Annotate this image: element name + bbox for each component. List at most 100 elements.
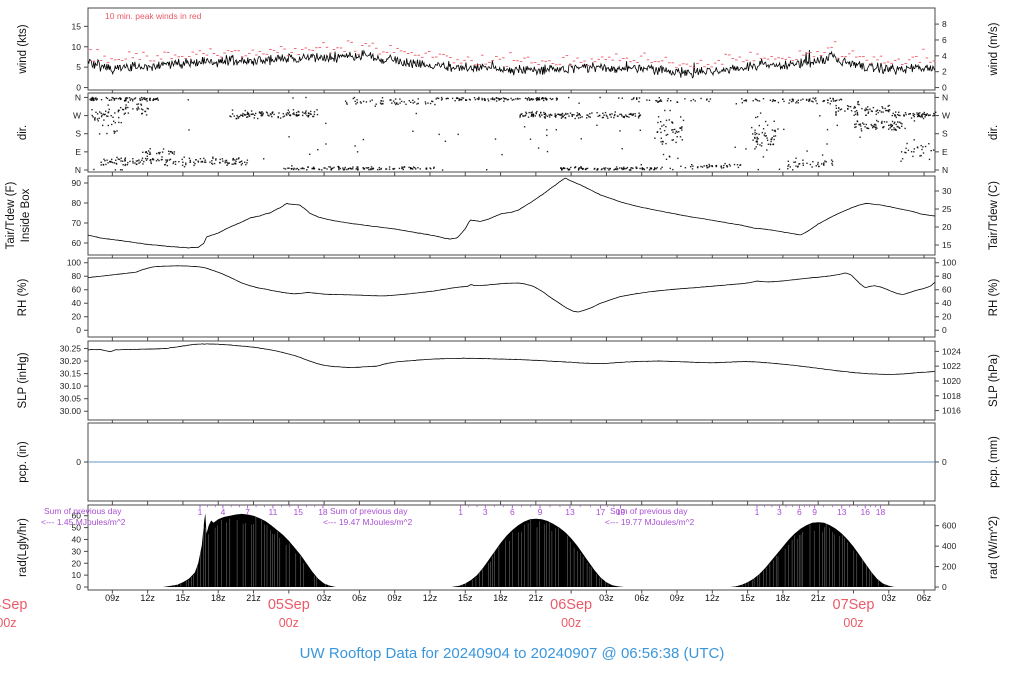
ytick-label-right: 20 (942, 222, 952, 232)
radiation-hour-mark: 11 (269, 507, 278, 517)
radiation-hour-mark: 6 (797, 507, 802, 517)
solar-radiation-bell (730, 522, 895, 587)
ytick-label-right: N (942, 92, 948, 102)
ytick-label: 0 (76, 83, 81, 93)
ytick-label-right: S (942, 129, 948, 139)
radiation-hour-mark: 1 (198, 507, 203, 517)
axis-title-right-pcp: pcp. (mm) (988, 436, 1000, 488)
radiation-sum-value: <--- 19.47 MJoules/m^2 (323, 517, 413, 527)
ytick-label: 70 (72, 218, 82, 228)
axis-title-right-wind: wind (m/s) (988, 22, 1000, 76)
xtick-label: 18z (493, 593, 508, 603)
slp-series (87, 343, 936, 375)
xtick-label: 09z (387, 593, 402, 603)
ytick-label: 0 (76, 325, 81, 335)
axis-title-right-slp: SLP (hPa) (988, 354, 1000, 407)
ytick-label-right: 1016 (942, 406, 961, 416)
ytick-label: 30.20 (60, 356, 82, 366)
xtick-label: 03z (882, 593, 897, 603)
date-label: 07Sep (833, 597, 875, 613)
ytick-label: N (75, 92, 81, 102)
ytick-label-right: 400 (942, 541, 956, 551)
xtick-label: 06z (352, 593, 367, 603)
ytick-label: S (75, 129, 81, 139)
xtick-label: 09z (105, 593, 120, 603)
axis-title-left-rh: RH (%) (17, 278, 29, 316)
panel-slp: 30.00 30.05 30.10 30.15 30.20 30.25 1016 1018 10… (17, 340, 1000, 424)
ytick-label-right: 0 (942, 325, 947, 335)
xtick-label: 21z (246, 593, 261, 603)
ytick-label: 20 (72, 558, 82, 568)
date-label: 05Sep (268, 597, 310, 613)
ytick-label-right: 1020 (942, 376, 961, 386)
xtick-label: 12z (705, 593, 720, 603)
axis-title-left-temp: Inside Box (20, 188, 32, 242)
ytick-label: 80 (72, 271, 82, 281)
axis-title-left-rad: rad(Lgly/hr) (17, 518, 29, 577)
panel-rad-box (87, 504, 936, 591)
axis-title-right-rad: rad (W/m^2) (988, 516, 1000, 579)
axis-title-right-temp: Tair/Tdew (C) (988, 181, 1000, 250)
ytick-label-right: 15 (942, 240, 952, 250)
ytick-label-right: 20 (942, 312, 952, 322)
ytick-label: 100 (67, 258, 81, 268)
radiation-hour-mark: 18 (318, 507, 328, 517)
ytick-label-right: 1024 (942, 346, 961, 356)
radiation-hour-mark: 4 (221, 507, 226, 517)
ytick-label: 40 (72, 534, 82, 544)
xtick-label: 15z (458, 593, 473, 603)
xtick-label: 21z (811, 593, 826, 603)
axis-title-right-dir: dir. (988, 125, 1000, 140)
solar-radiation-bell (162, 513, 336, 587)
ytick-label-right: 25 (942, 204, 952, 214)
ytick-label: 60 (72, 238, 82, 248)
solar-radiation-bell (451, 518, 625, 587)
date-label: 04Sep (0, 597, 27, 613)
xtick-label: 06z (917, 593, 932, 603)
ytick-label: 30.25 (60, 344, 82, 354)
radiation-sum-value: <--- 1.45 MJoules/m^2 (41, 517, 126, 527)
date-label: 06Sep (550, 597, 592, 613)
radiation-sum-label: Sum of previous day (44, 506, 122, 516)
ytick-label-right: 60 (942, 285, 952, 295)
ytick-label-right: N (942, 165, 948, 175)
radiation-sum-value: <--- 19.77 MJoules/m^2 (605, 517, 695, 527)
rh-series (87, 265, 936, 313)
panel-temp: 60 70 80 90 15 20 25 30 Tair/Tdew (F) Inside Box T… (5, 175, 1000, 259)
xtick-label: 03z (317, 593, 332, 603)
ytick-label: 60 (72, 285, 82, 295)
ytick-label-right: W (942, 111, 950, 121)
axis-title-left-temp: Tair/Tdew (F) (5, 181, 17, 249)
ytick-label-right: 0 (942, 582, 947, 592)
ytick-label: W (73, 111, 81, 121)
ytick-label: 50 (72, 523, 82, 533)
axis-title-left-pcp: pcp. (in) (17, 441, 29, 483)
panel-slp-box (87, 340, 936, 421)
ytick-label-right: E (942, 147, 948, 157)
ytick-label-right: 600 (942, 521, 956, 531)
radiation-hour-mark: 6 (510, 507, 515, 517)
ytick-label-right: 2 (942, 67, 947, 77)
ytick-label-right: 100 (942, 258, 956, 268)
ytick-label: 60 (72, 511, 82, 521)
axis-title-left-dir: dir. (17, 125, 29, 140)
ytick-label: N (75, 165, 81, 175)
ytick-label: 0 (76, 457, 81, 467)
ytick-label: 30 (72, 546, 82, 556)
xtick-label: 06z (634, 593, 649, 603)
radiation-sum-label: Sum of previous day (330, 506, 408, 516)
ytick-label-right: 40 (942, 298, 952, 308)
ytick-label: 10 (72, 42, 82, 52)
date-label-hour: 00z (279, 616, 299, 630)
radiation-hour-mark: 17 (596, 507, 606, 517)
radiation-hour-mark: 13 (565, 507, 575, 517)
radiation-hour-mark: 15 (293, 507, 303, 517)
panel-dir-box (87, 92, 936, 173)
radiation-hour-mark: 1 (458, 507, 463, 517)
radiation-hour-mark: 7 (245, 507, 250, 517)
x-axis: 09z 12z 15z 18z 21z 03z 06z 09z 12z 15z 18z 21z 03z 0… (0, 593, 932, 630)
ytick-label-right: 1022 (942, 361, 961, 371)
axis-title-right-rh: RH (%) (988, 278, 1000, 316)
ytick-label-right: 80 (942, 271, 952, 281)
